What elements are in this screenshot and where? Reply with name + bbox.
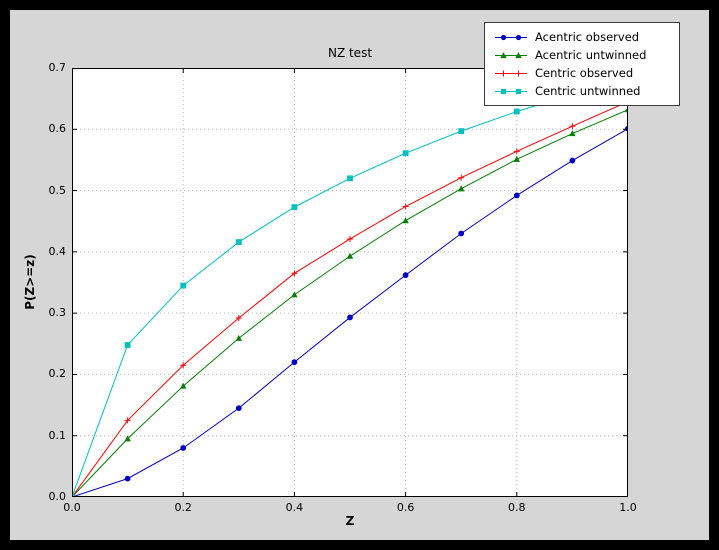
y-tick-label: 0.4 [48, 244, 67, 258]
series-centric-observed [72, 98, 628, 497]
plot-area [72, 68, 628, 497]
x-tick-label: 1.0 [619, 501, 637, 514]
x-tick-label: 0.8 [508, 501, 526, 514]
x-tick-label: 0.4 [285, 501, 304, 514]
legend-sample-line [495, 88, 527, 94]
legend-sample-line [495, 70, 527, 76]
y-axis-label: P(Z>=z) [23, 254, 37, 310]
y-tick-label: 0.7 [48, 61, 67, 74]
x-tick-label: 0.0 [63, 501, 81, 514]
legend-sample-line [495, 34, 527, 40]
y-tick-label: 0.0 [48, 490, 67, 503]
y-tick-label: 0.3 [48, 306, 67, 320]
x-tick-label: 0.6 [396, 501, 415, 514]
y-tick-label: 0.6 [48, 122, 67, 136]
legend: Acentric observed Acentric untwinned Centr… [484, 22, 680, 106]
figure: NZ test 0.0 0.2 0.4 0.6 0.8 1.0 0.0 0.1 0.2 0.3 0… [10, 10, 709, 540]
legend-label: Acentric observed [535, 30, 640, 44]
legend-item: Centric observed [494, 64, 670, 82]
y-tick-label: 0.2 [48, 367, 67, 381]
legend-item: Acentric observed [494, 28, 670, 46]
axes-border [72, 68, 628, 497]
y-tick-label: 0.1 [48, 428, 67, 442]
series-acentric-observed [72, 125, 628, 497]
legend-label: Acentric untwinned [535, 48, 647, 62]
legend-label: Centric observed [535, 66, 634, 80]
legend-item: Centric untwinned [494, 82, 670, 100]
legend-label: Centric untwinned [535, 84, 641, 98]
grid-lines [72, 68, 628, 497]
chart-title: NZ test [327, 46, 373, 60]
series-acentric-untwinned [72, 106, 628, 497]
x-axis-label: Z [345, 514, 355, 528]
tick-marks [72, 68, 628, 497]
y-tick-label: 0.5 [48, 183, 67, 197]
plot-canvas [72, 68, 628, 497]
x-tick-label: 0.2 [174, 501, 192, 514]
legend-item: Acentric untwinned [494, 46, 670, 64]
legend-sample-line [495, 51, 527, 58]
